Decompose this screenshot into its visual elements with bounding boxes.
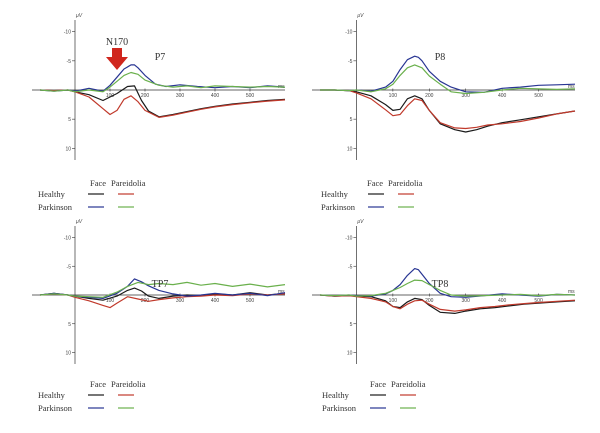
series-healthy-pareidolia: [39, 89, 286, 118]
series-parkinson-pareidolia: [39, 281, 286, 298]
y-unit-label: μV: [356, 13, 364, 19]
panel-title: TP7: [152, 279, 169, 290]
panel-title: P8: [435, 52, 446, 63]
legend-col-pareidolia: Pareidolia: [388, 178, 423, 188]
legend-row-parkinson: Parkinson: [321, 202, 356, 212]
x-tick-label: 500: [534, 93, 543, 99]
legend-col-face: Face: [90, 379, 106, 389]
y-tick-label: 10: [347, 351, 353, 357]
series-parkinson-pareidolia: [320, 64, 576, 95]
x-tick-label: 200: [425, 93, 434, 99]
legend-row-parkinson: Parkinson: [322, 403, 357, 413]
legend-row-parkinson: Parkinson: [38, 202, 73, 212]
panel-title: P7: [155, 52, 166, 63]
legend-row-healthy: Healthy: [38, 390, 66, 400]
legend-top-left: Face Pareidolia Healthy Parkinson: [38, 178, 146, 212]
y-unit-label: μV: [75, 13, 83, 19]
y-tick-label: 5: [68, 322, 71, 328]
legend-row-healthy: Healthy: [321, 189, 349, 199]
x-unit-label: ms: [568, 289, 575, 295]
legend-bottom-left: Face Pareidolia Healthy Parkinson: [38, 379, 146, 413]
legend-col-face: Face: [370, 379, 386, 389]
y-tick-label: -5: [348, 59, 353, 65]
x-tick-label: 100: [389, 298, 398, 304]
legend-col-pareidolia: Pareidolia: [391, 379, 426, 389]
x-unit-label: ms: [568, 84, 575, 90]
panel-p8: μV ms -10 -5 5 10 100 200 300 400 500 P8: [312, 13, 575, 160]
panel-title: TP8: [432, 279, 449, 290]
x-tick-label: 400: [211, 93, 220, 99]
legend-col-face: Face: [90, 178, 106, 188]
y-tick-label: 5: [350, 322, 353, 328]
series-parkinson-pareidolia: [319, 279, 576, 297]
series-healthy-pareidolia: [320, 89, 576, 130]
panel-tp8: μV ms -10 -5 5 10 100 200 300 400 500 TP8: [312, 219, 575, 364]
x-tick-label: 400: [498, 298, 507, 304]
y-tick-label: -5: [67, 264, 72, 270]
x-tick-label: 400: [498, 93, 507, 99]
series-healthy-pareidolia: [39, 293, 286, 309]
y-unit-label: μV: [75, 219, 83, 225]
x-tick-label: 200: [141, 93, 150, 99]
x-tick-label: 100: [389, 93, 398, 99]
x-tick-label: 300: [176, 298, 185, 304]
y-tick-label: -5: [67, 59, 72, 65]
y-tick-label: -10: [345, 30, 352, 36]
series-parkinson-face: [320, 55, 576, 93]
legend-row-parkinson: Parkinson: [38, 403, 73, 413]
y-tick-label: 10: [65, 146, 71, 152]
x-tick-label: 100: [106, 93, 115, 99]
x-tick-label: 300: [176, 93, 185, 99]
x-tick-label: 200: [425, 298, 434, 304]
n170-label: N170: [106, 37, 128, 48]
legend-col-pareidolia: Pareidolia: [111, 178, 146, 188]
y-tick-label: -10: [64, 30, 71, 36]
series-parkinson-pareidolia: [39, 71, 286, 93]
y-tick-label: -10: [345, 236, 352, 242]
n170-arrow-icon: [106, 48, 128, 70]
x-tick-label: 300: [462, 298, 471, 304]
x-unit-label: ms: [278, 289, 285, 295]
legend-top-right: Face Pareidolia Healthy Parkinson: [321, 178, 423, 212]
legend-row-healthy: Healthy: [38, 189, 66, 199]
y-tick-label: 10: [65, 351, 71, 357]
series-parkinson-face: [39, 64, 286, 92]
legend-bottom-right: Face Pareidolia Healthy Parkinson: [322, 379, 426, 413]
y-tick-label: 5: [350, 117, 353, 123]
y-unit-label: μV: [356, 219, 364, 225]
y-tick-label: 5: [68, 117, 71, 123]
legend-col-face: Face: [367, 178, 383, 188]
series-healthy-pareidolia: [319, 294, 576, 312]
y-tick-label: 10: [347, 146, 353, 152]
x-tick-label: 400: [211, 298, 220, 304]
x-tick-label: 500: [246, 298, 255, 304]
x-tick-label: 500: [534, 298, 543, 304]
y-tick-label: -10: [64, 236, 71, 242]
x-tick-label: 100: [106, 298, 115, 304]
x-tick-label: 500: [246, 93, 255, 99]
legend-col-pareidolia: Pareidolia: [111, 379, 146, 389]
x-tick-label: 300: [462, 93, 471, 99]
legend-row-healthy: Healthy: [322, 390, 350, 400]
y-tick-label: -5: [348, 264, 353, 270]
